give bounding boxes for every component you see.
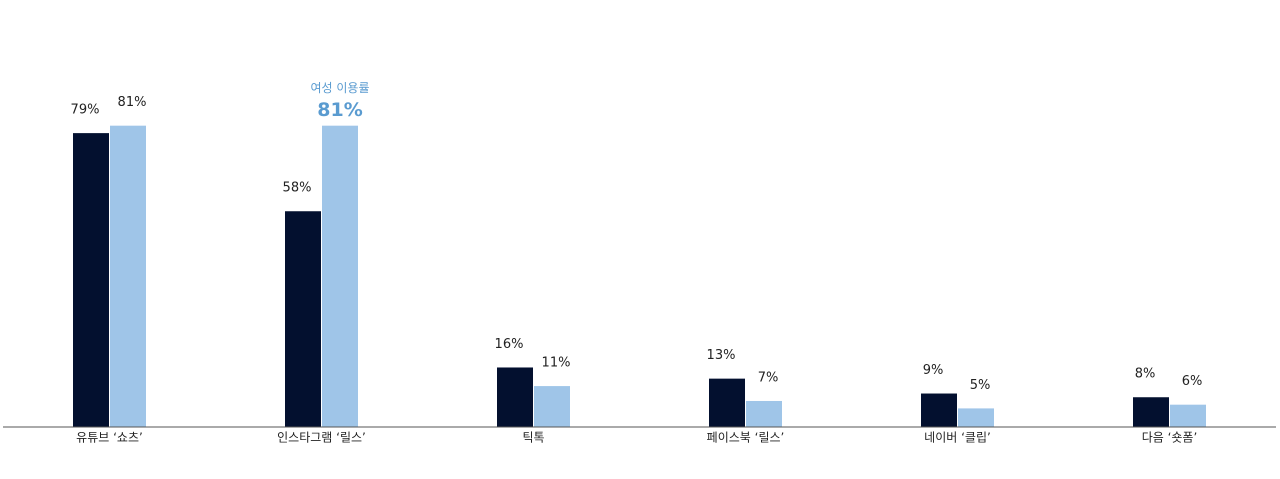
value-label: 9%	[923, 363, 944, 378]
value-label: 5%	[970, 378, 991, 393]
bar	[497, 367, 533, 427]
bar	[534, 386, 570, 427]
value-label: 7%	[758, 370, 779, 385]
highlight-annotation: 여성 이용률	[310, 81, 369, 95]
highlight-value-label: 81%	[317, 99, 362, 121]
x-tick-label: 페이스북 ‘릴스’	[707, 431, 785, 445]
value-label: 79%	[71, 103, 100, 118]
value-label: 6%	[1182, 374, 1203, 389]
value-label: 13%	[707, 348, 736, 363]
value-label: 58%	[283, 181, 312, 196]
bar	[921, 393, 957, 427]
bar	[1133, 397, 1169, 427]
bar	[73, 133, 109, 427]
value-label: 8%	[1135, 367, 1156, 382]
value-label: 81%	[118, 95, 147, 110]
bar	[110, 125, 146, 428]
bar	[285, 211, 321, 427]
bar	[746, 400, 782, 427]
x-tick-label: 유튜브 ‘쇼츠’	[76, 431, 143, 445]
value-label: 16%	[495, 337, 524, 352]
bar	[322, 125, 358, 428]
value-label: 11%	[542, 356, 571, 371]
x-tick-label: 다음 ‘숏폼’	[1142, 431, 1198, 445]
x-tick-label: 틱톡	[522, 431, 544, 445]
x-tick-label: 네이버 ‘클립’	[924, 431, 991, 445]
bar	[709, 378, 745, 427]
bar	[958, 408, 994, 427]
bar	[1170, 404, 1206, 427]
x-tick-label: 인스타그램 ‘릴스’	[277, 431, 366, 445]
